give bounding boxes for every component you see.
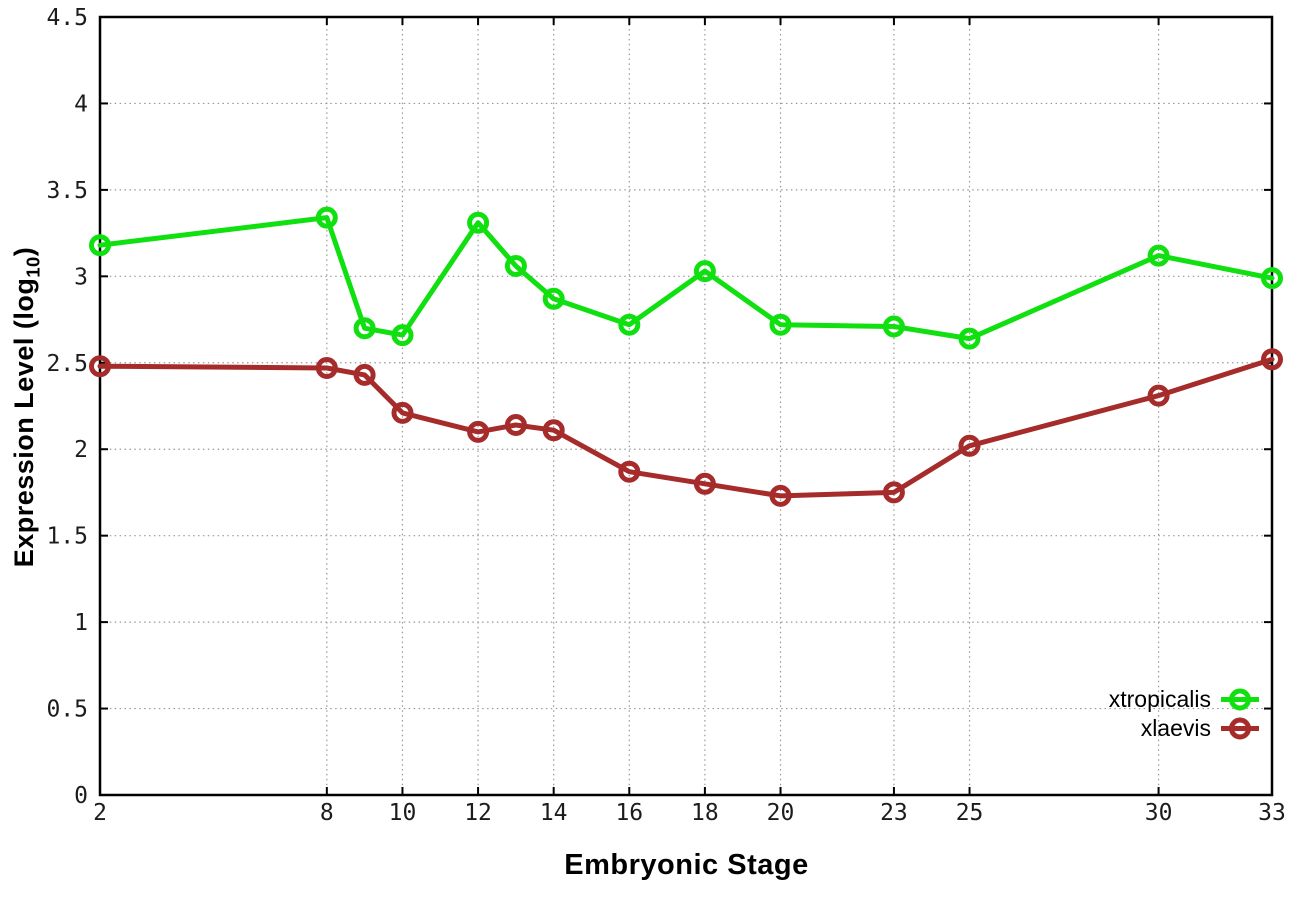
data-point-xlaevis-25 [958,434,981,457]
x-tick-label: 2 [93,800,107,826]
x-tick-label: 33 [1258,800,1286,826]
data-point-xlaevis-14 [542,419,565,442]
data-point-xlaevis-13 [504,414,527,436]
data-point-xtropicalis-10 [391,324,414,347]
data-point-xtropicalis-2 [89,234,111,257]
series-xtropicalis [89,206,1283,350]
series-line-xtropicalis [97,215,1275,342]
data-point-xlaevis-23 [882,481,905,504]
series-xlaevis [89,348,1283,507]
data-point-xtropicalis-18 [693,260,716,283]
data-point-xlaevis-10 [391,401,414,424]
legend-label-xlaevis: xlaevis [1140,715,1211,741]
data-point-xtropicalis-14 [542,287,565,310]
data-point-xtropicalis-9 [353,317,376,340]
data-point-xtropicalis-16 [618,313,641,336]
data-point-xlaevis-12 [467,420,490,443]
y-axis-title-subscript: 10 [22,256,44,278]
gridlines [99,16,1273,796]
data-point-xlaevis-9 [353,363,376,386]
y-tick-label: 2.5 [46,351,88,377]
x-tick-label: 20 [767,800,795,826]
x-tick-label: 30 [1145,800,1173,826]
x-axis-title: Embryonic Stage [564,849,809,881]
y-tick-label: 4 [74,91,88,117]
x-tick-labels: 2 8 10 12 14 16 18 20 23 25 30 33 [93,800,1286,826]
y-axis-title-text: Expression Level (log [9,277,39,568]
y-tick-label: 1 [74,610,88,636]
data-point-xtropicalis-20 [769,313,792,336]
data-point-xlaevis-2 [89,355,111,378]
x-tick-label: 25 [956,800,984,826]
y-tick-label: 3 [74,264,88,290]
x-tick-label: 10 [389,800,417,826]
y-tick-labels: 0 0.5 1 1.5 2 2.5 3 3.5 4 4.5 [46,5,88,809]
y-axis-title: Expression Level (log10) [9,227,43,587]
x-tick-label: 16 [615,800,643,826]
tick-marks [99,16,1273,796]
data-point-xtropicalis-30 [1147,244,1170,267]
legend-item-xtropicalis: xtropicalis [1109,686,1260,713]
legend-label-xtropicalis: xtropicalis [1108,686,1211,712]
data-point-xtropicalis-25 [958,327,981,350]
data-point-xlaevis-30 [1147,384,1170,407]
x-tick-label: 18 [691,800,719,826]
legend: xtropicalis xlaevis [1109,686,1260,742]
legend-marker-xtropicalis [1221,688,1259,711]
plot-border [98,15,1274,797]
data-point-xtropicalis-8 [315,206,338,229]
series-line-xlaevis [97,356,1275,499]
y-tick-label: 0.5 [46,697,88,723]
data-point-xlaevis-20 [769,484,792,507]
data-point-xtropicalis-23 [882,315,905,338]
data-point-xtropicalis-13 [504,255,527,277]
data-point-xlaevis-18 [693,472,716,495]
legend-marker-xlaevis [1221,717,1259,740]
y-tick-label: 0 [74,783,88,809]
x-tick-label: 14 [540,800,568,826]
data-point-xtropicalis-33 [1261,267,1283,290]
data-point-xlaevis-16 [618,460,641,483]
data-point-xtropicalis-12 [467,211,490,234]
y-tick-label: 2 [74,437,88,463]
x-tick-label: 12 [464,800,492,826]
y-tick-label: 4.5 [46,5,88,31]
data-point-xlaevis-8 [315,357,338,379]
y-tick-label: 3.5 [46,178,88,204]
x-tick-label: 23 [880,800,908,826]
x-tick-label: 8 [320,800,334,826]
y-axis-title-suffix: ) [9,246,39,257]
legend-item-xlaevis: xlaevis [1141,715,1260,742]
y-tick-label: 1.5 [46,524,88,550]
data-point-xlaevis-33 [1261,348,1283,371]
